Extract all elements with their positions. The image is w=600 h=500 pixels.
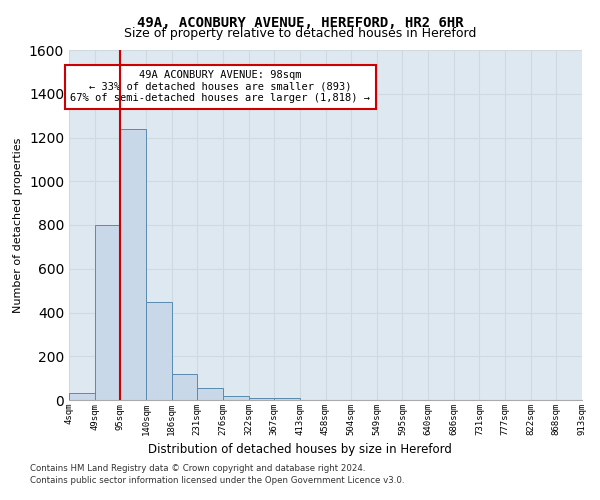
Text: Contains public sector information licensed under the Open Government Licence v3: Contains public sector information licen…: [30, 476, 404, 485]
Bar: [274, 398, 300, 400]
Bar: [248, 398, 274, 400]
Text: Size of property relative to detached houses in Hereford: Size of property relative to detached ho…: [124, 28, 476, 40]
Bar: [121, 129, 146, 400]
Bar: [146, 302, 172, 400]
Text: 49A, ACONBURY AVENUE, HEREFORD, HR2 6HR: 49A, ACONBURY AVENUE, HEREFORD, HR2 6HR: [137, 16, 463, 30]
Text: Distribution of detached houses by size in Hereford: Distribution of detached houses by size …: [148, 442, 452, 456]
Text: 49A ACONBURY AVENUE: 98sqm
← 33% of detached houses are smaller (893)
67% of sem: 49A ACONBURY AVENUE: 98sqm ← 33% of deta…: [70, 70, 370, 103]
Bar: [95, 225, 121, 400]
Y-axis label: Number of detached properties: Number of detached properties: [13, 138, 23, 312]
Bar: [223, 396, 248, 400]
Bar: [197, 388, 223, 400]
Text: Contains HM Land Registry data © Crown copyright and database right 2024.: Contains HM Land Registry data © Crown c…: [30, 464, 365, 473]
Bar: [172, 374, 197, 400]
Bar: [69, 394, 95, 400]
